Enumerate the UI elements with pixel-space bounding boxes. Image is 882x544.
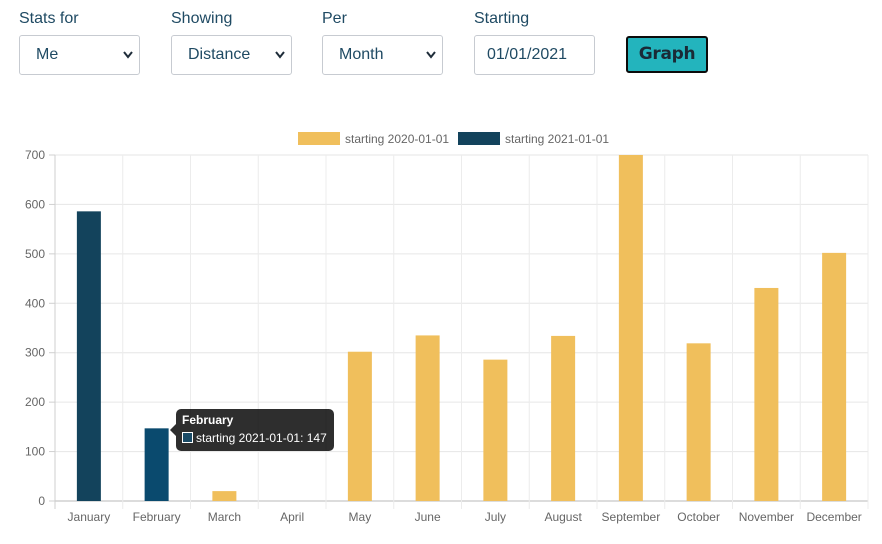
legend-swatch-1 (458, 132, 500, 145)
bar-2021-february (144, 428, 169, 501)
per-label: Per (322, 10, 347, 27)
stats-controls: Stats for Me Showing Distance Per Month … (19, 8, 719, 80)
per-select[interactable]: Month (322, 35, 443, 75)
x-tick-label: December (806, 510, 861, 524)
showing-value: Distance (188, 46, 251, 63)
starting-label: Starting (474, 10, 530, 27)
bar-2020-november (754, 287, 779, 501)
x-tick-label: July (485, 510, 506, 524)
bar-2020-october (686, 343, 711, 501)
bar-2020-december (822, 252, 847, 501)
tooltip-swatch (182, 432, 193, 443)
tooltip-title: February (182, 413, 234, 427)
x-tick-label: May (349, 510, 372, 524)
x-tick-label: February (133, 510, 181, 524)
legend-swatch-0 (298, 132, 340, 145)
y-tick-label: 600 (25, 197, 45, 211)
x-tick-label: April (280, 510, 304, 524)
bar-2021-january (76, 211, 101, 501)
x-tick-label: November (739, 510, 794, 524)
y-tick-label: 700 (25, 148, 45, 162)
starting-field: Starting 01/01/2021 (474, 8, 595, 75)
x-tick-label: March (208, 510, 241, 524)
y-tick-label: 300 (25, 346, 45, 360)
chevron-down-icon (426, 36, 436, 89)
bar-2020-june (415, 335, 440, 501)
bar-2020-march (212, 491, 237, 501)
per-value: Month (339, 46, 384, 63)
showing-label: Showing (171, 10, 233, 27)
y-tick-label: 500 (25, 247, 45, 261)
y-tick-label: 100 (25, 445, 45, 459)
per-field: Per Month (322, 8, 443, 75)
stats-for-field: Stats for Me (19, 8, 140, 75)
bar-2020-september (618, 155, 643, 501)
x-tick-label: June (415, 510, 441, 524)
chevron-down-icon (275, 36, 285, 89)
y-tick-label: 0 (38, 494, 45, 508)
tooltip-line: starting 2021-01-01: 147 (182, 430, 328, 447)
legend-label-1: starting 2021-01-01 (505, 132, 609, 146)
x-tick-label: September (602, 510, 661, 524)
tooltip-caret (170, 424, 176, 436)
showing-select[interactable]: Distance (171, 35, 292, 75)
chevron-down-icon (123, 36, 133, 89)
showing-field: Showing Distance (171, 8, 292, 75)
stats-for-select[interactable]: Me (19, 35, 140, 75)
chart-tooltip: February starting 2021-01-01: 147 (170, 409, 334, 451)
tooltip-text: starting 2021-01-01: 147 (196, 431, 327, 445)
bar-2020-may (347, 351, 372, 501)
starting-date-input[interactable]: 01/01/2021 (474, 35, 595, 75)
stats-for-label: Stats for (19, 10, 79, 27)
y-tick-label: 200 (25, 395, 45, 409)
bar-2020-july (483, 359, 508, 501)
legend-label-0: starting 2020-01-01 (345, 132, 449, 146)
x-tick-label: October (677, 510, 720, 524)
x-tick-label: August (544, 510, 582, 524)
x-tick-label: January (68, 510, 111, 524)
graph-button[interactable]: Graph (626, 36, 708, 73)
y-tick-label: 400 (25, 296, 45, 310)
bar-2020-august (551, 335, 576, 501)
stats-for-value: Me (36, 46, 59, 63)
